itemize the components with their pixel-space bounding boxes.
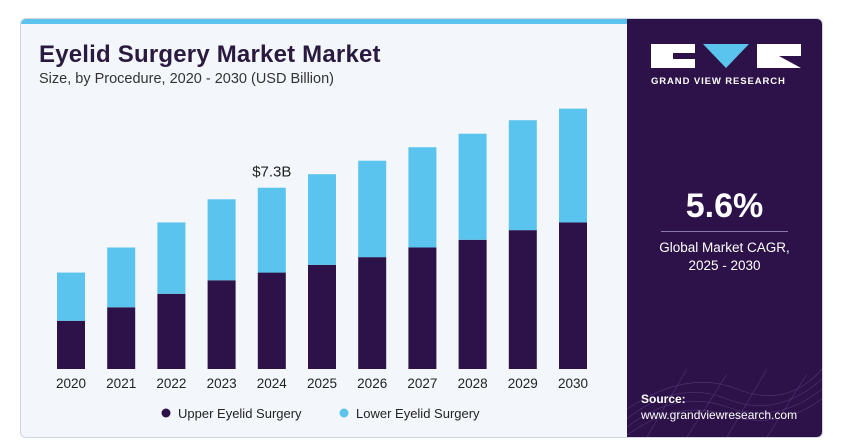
sidebar-panel: GRAND VIEW RESEARCH 5.6% Global Market C… (627, 19, 822, 437)
source-block: Source: www.grandviewresearch.com (641, 391, 797, 423)
cagr-label-line2: 2025 - 2030 (688, 258, 761, 273)
annotation-label: $7.3B (252, 164, 291, 181)
bar-group (57, 108, 587, 369)
bar-lower-2020 (57, 272, 85, 321)
x-axis-labels: 2020 2021 2022 2023 2024 2025 2026 2027 2028 2029… (56, 376, 588, 391)
bar-lower-2023 (207, 199, 236, 281)
cagr-label: Global Market CAGR, 2025 - 2030 (627, 239, 822, 275)
bar-upper-2029 (508, 230, 537, 369)
bar-lower-2025 (308, 174, 336, 265)
bar-upper-2030 (559, 222, 587, 369)
chart-title: Eyelid Surgery Market Market (39, 41, 381, 68)
x-tick-label: 2026 (357, 376, 387, 391)
legend-swatch (339, 408, 349, 418)
bar-upper-2023 (207, 280, 236, 369)
bar-chart: 2020 2021 2022 2023 2024 2025 2026 2027 2028 2029… (56, 108, 588, 421)
annotations: $7.3B (252, 164, 291, 181)
logo-notch-left (673, 53, 695, 59)
bar-lower-2024 (257, 187, 286, 273)
x-tick-label: 2027 (407, 376, 437, 391)
bar-lower-2027 (408, 147, 437, 248)
mesh-pattern (627, 368, 822, 437)
bar-upper-2022 (157, 293, 186, 369)
bar-lower-2026 (358, 160, 387, 258)
brand-name: GRAND VIEW RESEARCH (651, 76, 786, 87)
source-url[interactable]: www.grandviewresearch.com (641, 408, 798, 422)
x-tick-label: 2020 (56, 376, 86, 391)
bar-upper-2024 (257, 272, 286, 369)
bar-lower-2022 (157, 222, 186, 294)
bar-lower-2029 (508, 120, 537, 231)
x-tick-label: 2029 (508, 376, 538, 391)
x-tick-label: 2030 (558, 376, 588, 391)
x-tick-label: 2025 (307, 376, 337, 391)
legend-swatch (161, 408, 171, 418)
bar-upper-2025 (308, 264, 336, 369)
bar-upper-2026 (358, 257, 387, 369)
x-tick-label: 2028 (458, 376, 488, 391)
bar-upper-2027 (408, 247, 437, 369)
bar-upper-2028 (458, 239, 487, 369)
chart-card: Eyelid Surgery Market Market Size, by Pr… (20, 18, 823, 438)
bar-upper-2021 (107, 307, 136, 369)
bar-lower-2028 (458, 133, 487, 240)
legend: Upper Eyelid Surgery Lower Eyelid Surgery (161, 406, 480, 421)
bar-upper-2020 (57, 320, 85, 369)
bar-lower-2030 (559, 108, 587, 223)
legend-label: Upper Eyelid Surgery (178, 406, 302, 421)
cagr-label-line1: Global Market CAGR, (659, 240, 790, 255)
accent-bar (21, 19, 627, 24)
x-tick-label: 2023 (207, 376, 237, 391)
cagr-divider (661, 231, 788, 232)
cagr-value: 5.6% (685, 187, 764, 225)
chart-subtitle: Size, by Procedure, 2020 - 2030 (USD Bil… (39, 71, 334, 87)
x-tick-label: 2021 (106, 376, 136, 391)
x-tick-label: 2024 (257, 376, 288, 391)
source-label: Source: (641, 392, 686, 406)
x-tick-label: 2022 (156, 376, 186, 391)
grand-view-research-logo (651, 44, 801, 68)
bar-lower-2021 (107, 247, 136, 308)
legend-label: Lower Eyelid Surgery (356, 406, 480, 421)
logo-triangle (703, 44, 749, 68)
logo-cut-right (779, 56, 801, 68)
